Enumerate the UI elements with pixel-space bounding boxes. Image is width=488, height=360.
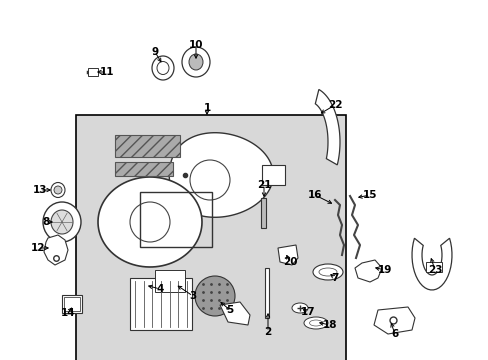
Polygon shape [354, 260, 381, 282]
Ellipse shape [54, 186, 62, 194]
Bar [155, 270, 184, 292]
Ellipse shape [189, 54, 203, 70]
Ellipse shape [51, 183, 65, 198]
Polygon shape [315, 89, 339, 165]
Text: 15: 15 [362, 190, 376, 200]
Polygon shape [44, 235, 68, 265]
Text: 1: 1 [203, 103, 210, 113]
Ellipse shape [152, 56, 174, 80]
Polygon shape [169, 133, 273, 217]
Text: 19: 19 [377, 265, 391, 275]
Ellipse shape [318, 268, 336, 276]
Text: 18: 18 [322, 320, 337, 330]
Ellipse shape [312, 264, 342, 280]
Text: 2: 2 [264, 327, 271, 337]
Text: 8: 8 [42, 217, 49, 227]
Bar [64, 297, 80, 311]
Bar [261, 198, 265, 228]
Text: 4: 4 [156, 284, 163, 294]
Ellipse shape [130, 202, 170, 242]
Text: 21: 21 [256, 180, 271, 190]
Polygon shape [373, 307, 414, 334]
Bar [425, 262, 441, 272]
Text: 9: 9 [151, 47, 158, 57]
Bar [115, 135, 180, 157]
Text: 10: 10 [188, 40, 203, 50]
Bar [115, 162, 173, 176]
Ellipse shape [51, 210, 73, 234]
Ellipse shape [157, 62, 169, 75]
Text: 12: 12 [31, 243, 45, 253]
Text: 13: 13 [33, 185, 47, 195]
Text: 16: 16 [307, 190, 322, 200]
Bar [130, 278, 192, 330]
Polygon shape [278, 245, 297, 265]
Bar [88, 68, 98, 76]
Ellipse shape [195, 276, 235, 316]
Text: 23: 23 [427, 265, 441, 275]
Ellipse shape [304, 317, 327, 329]
Text: 14: 14 [61, 308, 75, 318]
Bar [62, 295, 82, 313]
Polygon shape [220, 302, 249, 325]
Polygon shape [411, 238, 451, 290]
Text: 3: 3 [189, 291, 196, 301]
Text: 5: 5 [226, 305, 233, 315]
Ellipse shape [43, 202, 81, 242]
Bar [140, 192, 212, 247]
Ellipse shape [309, 320, 322, 326]
Text: 11: 11 [100, 67, 114, 77]
Text: 20: 20 [282, 257, 297, 267]
Ellipse shape [182, 47, 209, 77]
Text: 17: 17 [300, 307, 315, 317]
Polygon shape [262, 165, 285, 185]
Bar [264, 268, 268, 318]
Bar [76, 115, 346, 360]
Ellipse shape [291, 303, 307, 313]
Polygon shape [98, 177, 202, 267]
Text: 7: 7 [331, 273, 338, 283]
Text: 6: 6 [390, 329, 398, 339]
Ellipse shape [190, 160, 229, 200]
Text: 22: 22 [327, 100, 342, 110]
